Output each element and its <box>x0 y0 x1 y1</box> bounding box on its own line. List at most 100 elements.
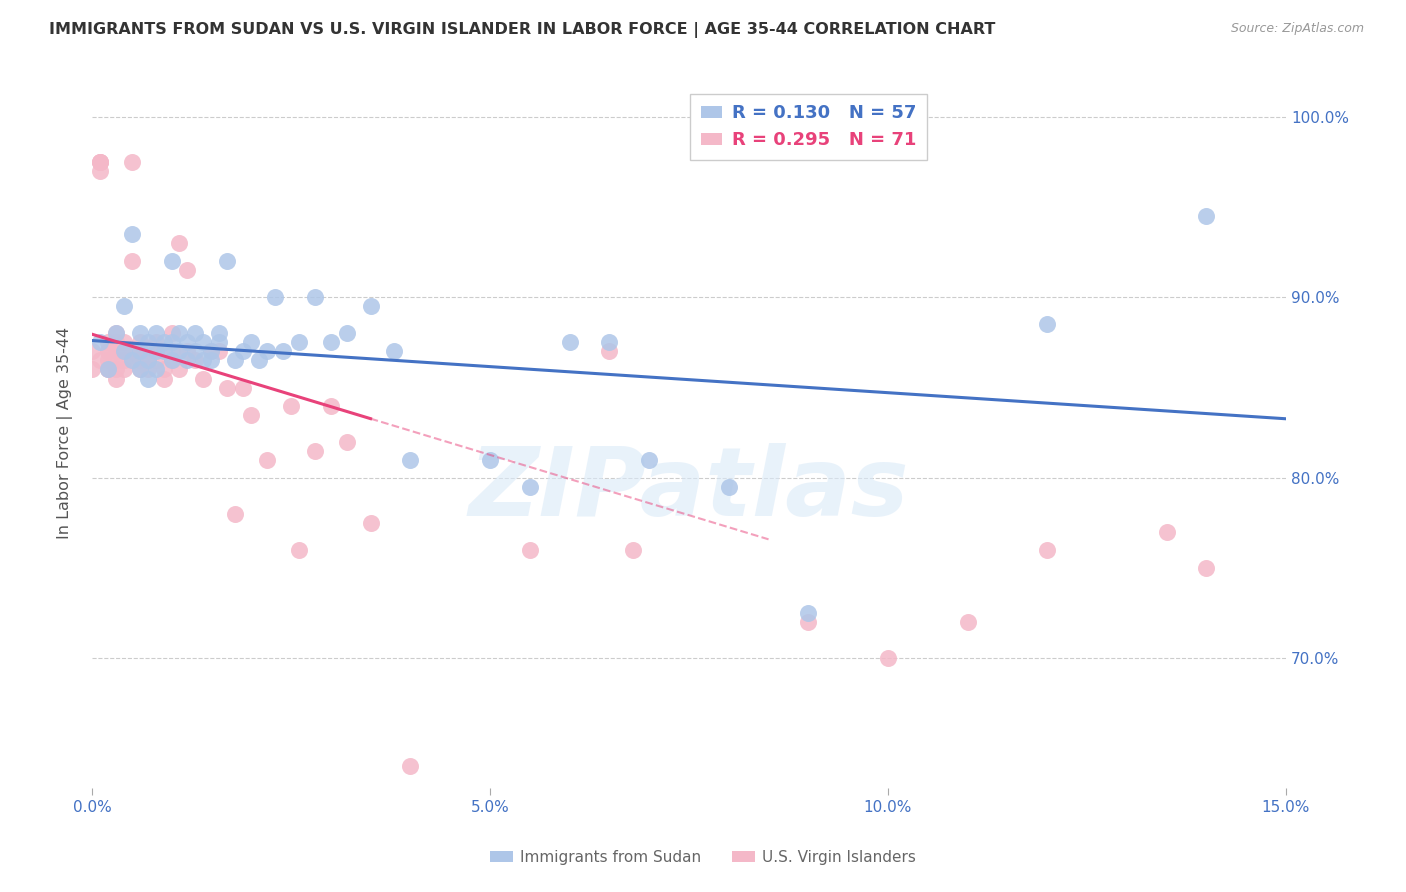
Point <box>152 344 174 359</box>
Point <box>288 335 311 350</box>
Point <box>184 326 207 341</box>
Point <box>169 326 191 341</box>
Point <box>288 542 311 557</box>
Point <box>128 335 150 350</box>
Point <box>104 353 127 368</box>
Point <box>217 380 239 394</box>
Point <box>304 443 326 458</box>
Point <box>200 344 222 359</box>
Point <box>232 344 254 359</box>
Point <box>97 362 120 376</box>
Point <box>247 353 270 368</box>
Point <box>184 353 207 368</box>
Point <box>97 353 120 368</box>
Point <box>638 452 661 467</box>
Point <box>80 344 103 359</box>
Point <box>208 335 231 350</box>
Point <box>112 344 135 359</box>
Point <box>717 480 740 494</box>
Point <box>224 353 246 368</box>
Point <box>112 353 135 368</box>
Point <box>89 155 111 169</box>
Point <box>160 326 183 341</box>
Point <box>519 480 541 494</box>
Point <box>956 615 979 629</box>
Point <box>360 299 382 313</box>
Point <box>271 344 294 359</box>
Point <box>208 326 231 341</box>
Point <box>360 516 382 530</box>
Y-axis label: In Labor Force | Age 35-44: In Labor Force | Age 35-44 <box>58 326 73 539</box>
Point <box>89 353 111 368</box>
Point <box>217 254 239 268</box>
Point <box>200 353 222 368</box>
Point <box>136 362 159 376</box>
Point <box>160 335 183 350</box>
Point <box>399 759 422 773</box>
Point <box>97 344 120 359</box>
Point <box>304 290 326 304</box>
Point <box>121 344 143 359</box>
Point <box>193 371 215 385</box>
Point <box>1156 524 1178 539</box>
Point <box>797 615 820 629</box>
Point <box>169 236 191 251</box>
Point <box>128 344 150 359</box>
Point <box>104 362 127 376</box>
Point <box>399 452 422 467</box>
Point <box>1036 542 1059 557</box>
Point <box>169 362 191 376</box>
Point <box>152 371 174 385</box>
Legend: Immigrants from Sudan, U.S. Virgin Islanders: Immigrants from Sudan, U.S. Virgin Islan… <box>484 844 922 871</box>
Point <box>97 362 120 376</box>
Point <box>104 344 127 359</box>
Point <box>200 344 222 359</box>
Point <box>89 155 111 169</box>
Point <box>160 254 183 268</box>
Point <box>112 299 135 313</box>
Point <box>145 326 167 341</box>
Point <box>121 227 143 242</box>
Point <box>519 542 541 557</box>
Point <box>121 155 143 169</box>
Point <box>89 335 111 350</box>
Point <box>145 344 167 359</box>
Point <box>145 353 167 368</box>
Point <box>152 335 174 350</box>
Point <box>176 263 198 277</box>
Point <box>598 335 620 350</box>
Point <box>169 344 191 359</box>
Point <box>598 344 620 359</box>
Legend: R = 0.130   N = 57, R = 0.295   N = 71: R = 0.130 N = 57, R = 0.295 N = 71 <box>690 94 927 161</box>
Point <box>104 326 127 341</box>
Point <box>797 606 820 620</box>
Point <box>97 362 120 376</box>
Point <box>136 353 159 368</box>
Point <box>264 290 287 304</box>
Point <box>1195 561 1218 575</box>
Point <box>145 362 167 376</box>
Point <box>145 335 167 350</box>
Point <box>176 335 198 350</box>
Point <box>176 344 198 359</box>
Point <box>97 344 120 359</box>
Point <box>80 362 103 376</box>
Point <box>621 542 644 557</box>
Point <box>128 326 150 341</box>
Point <box>104 326 127 341</box>
Point <box>478 452 501 467</box>
Point <box>104 335 127 350</box>
Point <box>193 353 215 368</box>
Point <box>176 353 198 368</box>
Point <box>208 344 231 359</box>
Point <box>256 452 278 467</box>
Point <box>89 164 111 178</box>
Point <box>336 326 359 341</box>
Point <box>145 344 167 359</box>
Point <box>104 371 127 385</box>
Point <box>89 155 111 169</box>
Point <box>256 344 278 359</box>
Point <box>136 335 159 350</box>
Point <box>128 362 150 376</box>
Point <box>1195 209 1218 223</box>
